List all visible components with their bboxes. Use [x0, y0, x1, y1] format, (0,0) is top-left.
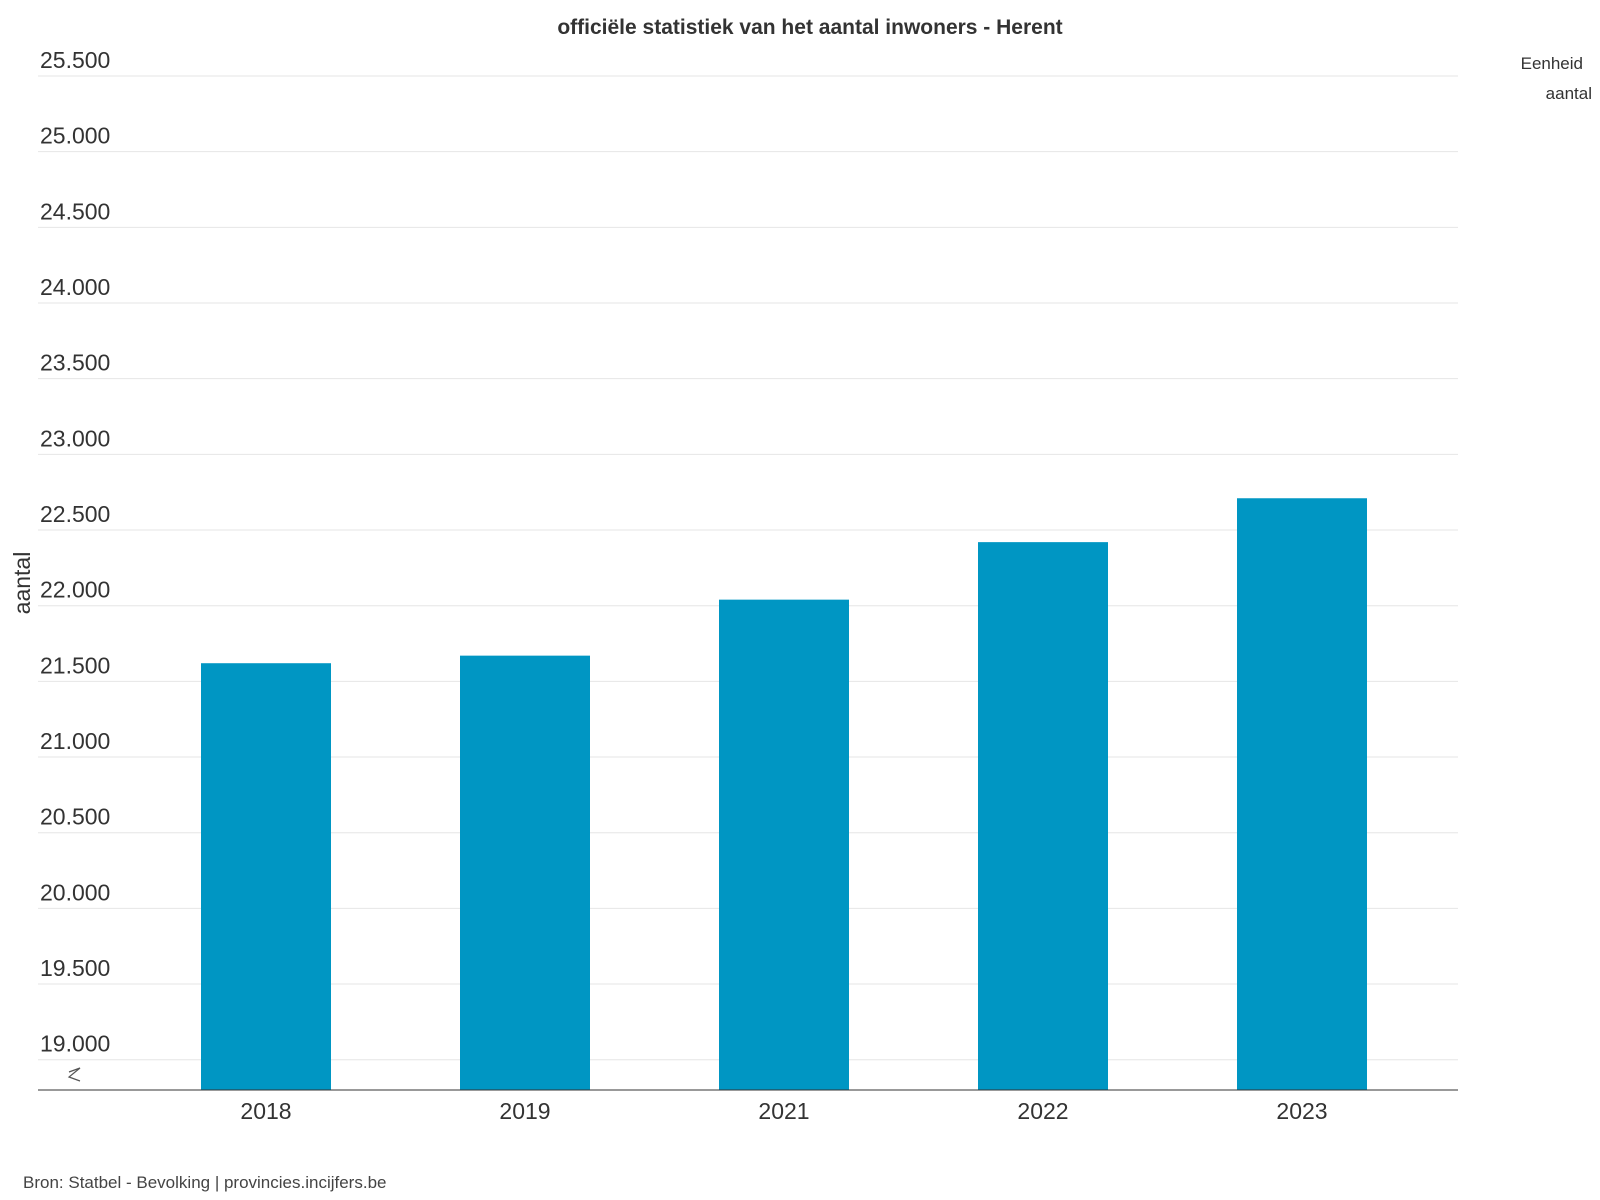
bars — [201, 498, 1367, 1090]
y-tick-label: 22.500 — [40, 501, 110, 527]
y-tick-label: 25.500 — [40, 47, 110, 73]
y-tick-label: 22.000 — [40, 577, 110, 603]
y-tick-label: 20.000 — [40, 879, 110, 905]
y-tick-label: 23.000 — [40, 425, 110, 451]
y-tick-label: 19.500 — [40, 955, 110, 981]
x-tick-label: 2023 — [1276, 1098, 1327, 1124]
y-tick-label: 21.000 — [40, 728, 110, 754]
y-tick-label: 24.500 — [40, 198, 110, 224]
axis-break-icon — [67, 1067, 81, 1082]
y-tick-label: 19.000 — [40, 1031, 110, 1057]
y-tick-label: 21.500 — [40, 652, 110, 678]
chart-title: officiële statistiek van het aantal inwo… — [557, 16, 1062, 39]
bar[interactable] — [460, 655, 590, 1090]
y-tick-label: 25.000 — [40, 123, 110, 149]
y-tick-label: 20.500 — [40, 804, 110, 830]
y-tick-label: 23.500 — [40, 350, 110, 376]
legend-header: Eenheid — [1521, 54, 1583, 73]
x-tick-label: 2019 — [499, 1098, 550, 1124]
x-tick-label: 2022 — [1017, 1098, 1068, 1124]
x-tick-label: 2018 — [240, 1098, 291, 1124]
bar[interactable] — [201, 663, 331, 1090]
y-axis-ticks: 19.000 19.500 20.000 20.500 21.000 21.500 22.0… — [40, 47, 110, 1057]
bar[interactable] — [1237, 498, 1367, 1090]
legend-entry: aantal — [1546, 84, 1592, 103]
bar[interactable] — [719, 599, 849, 1090]
source-note: Bron: Statbel - Bevolking | provincies.i… — [23, 1173, 386, 1192]
legend: Eenheid aantal — [1521, 54, 1592, 103]
bar[interactable] — [978, 542, 1108, 1090]
y-tick-label: 24.000 — [40, 274, 110, 300]
x-axis-ticks: 2018 2019 2021 2022 2023 — [240, 1098, 1327, 1124]
x-tick-label: 2021 — [758, 1098, 809, 1124]
y-axis-label: aantal — [9, 552, 35, 615]
